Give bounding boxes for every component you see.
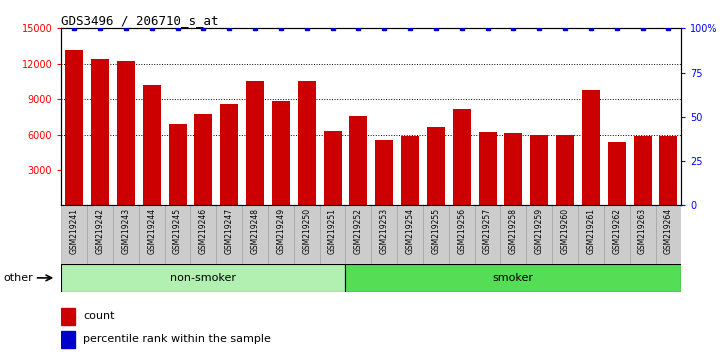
- Bar: [220, 104, 238, 205]
- Bar: [91, 59, 109, 205]
- Bar: [164, 205, 190, 264]
- Text: GSM219262: GSM219262: [612, 208, 622, 254]
- Text: smoker: smoker: [493, 273, 534, 283]
- Bar: [526, 205, 552, 264]
- Bar: [324, 131, 342, 205]
- Text: GSM219264: GSM219264: [664, 208, 673, 255]
- Text: GSM219250: GSM219250: [302, 208, 311, 255]
- Bar: [298, 81, 316, 205]
- Text: GDS3496 / 206710_s_at: GDS3496 / 206710_s_at: [61, 14, 218, 27]
- Text: GSM219259: GSM219259: [535, 208, 544, 255]
- Text: GSM219246: GSM219246: [199, 208, 208, 255]
- Bar: [216, 205, 242, 264]
- Bar: [195, 114, 213, 205]
- Text: GSM219252: GSM219252: [354, 208, 363, 254]
- Bar: [500, 205, 526, 264]
- Text: GSM219254: GSM219254: [406, 208, 415, 255]
- Text: GSM219242: GSM219242: [96, 208, 105, 254]
- Bar: [505, 133, 523, 205]
- Bar: [61, 205, 87, 264]
- Bar: [530, 135, 548, 205]
- Bar: [448, 205, 474, 264]
- Bar: [479, 132, 497, 205]
- Text: non-smoker: non-smoker: [170, 273, 236, 283]
- Bar: [242, 205, 268, 264]
- Bar: [345, 264, 681, 292]
- Bar: [629, 205, 655, 264]
- Bar: [608, 142, 626, 205]
- Bar: [268, 205, 293, 264]
- Text: GSM219258: GSM219258: [509, 208, 518, 254]
- Bar: [401, 136, 419, 205]
- Text: GSM219261: GSM219261: [586, 208, 596, 254]
- Bar: [61, 308, 75, 325]
- Text: GSM219260: GSM219260: [561, 208, 570, 255]
- Text: GSM219263: GSM219263: [638, 208, 647, 255]
- Text: GSM219253: GSM219253: [380, 208, 389, 255]
- Bar: [423, 205, 448, 264]
- Text: GSM219241: GSM219241: [70, 208, 79, 254]
- Text: GSM219245: GSM219245: [173, 208, 182, 255]
- Bar: [138, 205, 164, 264]
- Bar: [397, 205, 423, 264]
- Bar: [474, 205, 500, 264]
- Bar: [246, 81, 264, 205]
- Bar: [113, 205, 138, 264]
- Text: GSM219251: GSM219251: [328, 208, 337, 254]
- Bar: [603, 205, 629, 264]
- Bar: [582, 90, 600, 205]
- Text: percentile rank within the sample: percentile rank within the sample: [83, 335, 271, 344]
- Bar: [65, 50, 83, 205]
- Bar: [655, 205, 681, 264]
- Text: GSM219248: GSM219248: [251, 208, 260, 254]
- Text: GSM219243: GSM219243: [121, 208, 131, 255]
- Text: GSM219249: GSM219249: [276, 208, 286, 255]
- Text: GSM219244: GSM219244: [147, 208, 156, 255]
- Bar: [319, 205, 345, 264]
- Text: other: other: [4, 273, 33, 283]
- Bar: [371, 205, 397, 264]
- Text: GSM219256: GSM219256: [457, 208, 466, 255]
- Bar: [350, 116, 368, 205]
- Bar: [61, 264, 345, 292]
- Text: GSM219255: GSM219255: [431, 208, 441, 255]
- Bar: [634, 136, 652, 205]
- Text: GSM219247: GSM219247: [225, 208, 234, 255]
- Bar: [61, 331, 75, 348]
- Bar: [427, 127, 445, 205]
- Bar: [272, 102, 290, 205]
- Bar: [375, 141, 393, 205]
- Bar: [660, 136, 678, 205]
- Bar: [293, 205, 319, 264]
- Text: count: count: [83, 312, 115, 321]
- Bar: [552, 205, 578, 264]
- Text: GSM219257: GSM219257: [483, 208, 492, 255]
- Bar: [190, 205, 216, 264]
- Bar: [453, 109, 471, 205]
- Bar: [87, 205, 113, 264]
- Bar: [117, 61, 135, 205]
- Bar: [345, 205, 371, 264]
- Bar: [143, 85, 161, 205]
- Bar: [556, 135, 574, 205]
- Bar: [578, 205, 603, 264]
- Bar: [169, 124, 187, 205]
